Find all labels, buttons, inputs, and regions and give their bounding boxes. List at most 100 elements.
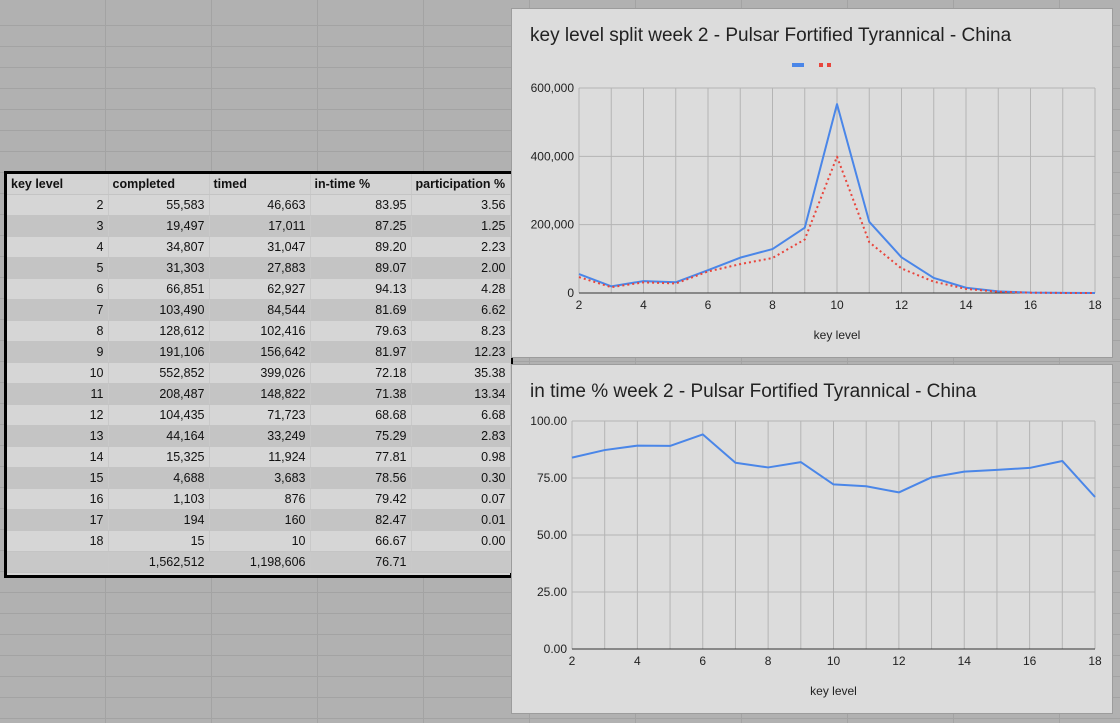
cell-in-time-pct[interactable]: 89.07 [310, 257, 412, 279]
header-timed[interactable]: timed [209, 174, 311, 195]
cell-in-time-pct[interactable]: 66.67 [310, 530, 412, 552]
cell-participation-pct[interactable]: 2.00 [411, 257, 511, 279]
cell-participation-pct[interactable]: 35.38 [411, 362, 511, 384]
cell-in-time-pct[interactable]: 87.25 [310, 215, 412, 237]
cell-in-time-pct[interactable]: 79.63 [310, 320, 412, 342]
cell-timed[interactable]: 71,723 [209, 404, 311, 426]
cell-key-level[interactable]: 2 [7, 194, 109, 216]
y-tick-label: 50.00 [537, 528, 567, 542]
total-cell-participation-pct[interactable] [411, 551, 511, 573]
cell-in-time-pct[interactable]: 68.68 [310, 404, 412, 426]
cell-key-level[interactable]: 3 [7, 215, 109, 237]
cell-key-level[interactable]: 9 [7, 341, 109, 363]
header-completed[interactable]: completed [108, 174, 210, 195]
cell-timed[interactable]: 46,663 [209, 194, 311, 216]
cell-completed[interactable]: 191,106 [108, 341, 210, 363]
cell-in-time-pct[interactable]: 89.20 [310, 236, 412, 258]
cell-participation-pct[interactable]: 2.83 [411, 425, 511, 447]
header-key-level[interactable]: key level [7, 174, 109, 195]
cell-timed[interactable]: 11,924 [209, 446, 311, 468]
cell-timed[interactable]: 84,544 [209, 299, 311, 321]
cell-in-time-pct[interactable]: 94.13 [310, 278, 412, 300]
cell-timed[interactable]: 31,047 [209, 236, 311, 258]
cell-completed[interactable]: 208,487 [108, 383, 210, 405]
header-in-time-pct[interactable]: in-time % [310, 174, 412, 195]
cell-completed[interactable]: 66,851 [108, 278, 210, 300]
cell-timed[interactable]: 160 [209, 509, 311, 531]
in-time-pct-chart[interactable]: in time % week 2 - Pulsar Fortified Tyra… [511, 364, 1113, 714]
cell-completed[interactable]: 34,807 [108, 236, 210, 258]
cell-key-level[interactable]: 6 [7, 278, 109, 300]
cell-completed[interactable]: 194 [108, 509, 210, 531]
cell-completed[interactable]: 15,325 [108, 446, 210, 468]
cell-in-time-pct[interactable]: 71.38 [310, 383, 412, 405]
cell-participation-pct[interactable]: 6.62 [411, 299, 511, 321]
cell-key-level[interactable]: 13 [7, 425, 109, 447]
cell-key-level[interactable]: 5 [7, 257, 109, 279]
cell-key-level[interactable]: 14 [7, 446, 109, 468]
cell-participation-pct[interactable]: 12.23 [411, 341, 511, 363]
total-cell-key-level[interactable] [7, 551, 109, 573]
cell-in-time-pct[interactable]: 81.97 [310, 341, 412, 363]
cell-in-time-pct[interactable]: 77.81 [310, 446, 412, 468]
cell-timed[interactable]: 17,011 [209, 215, 311, 237]
cell-completed[interactable]: 15 [108, 530, 210, 552]
cell-key-level[interactable]: 17 [7, 509, 109, 531]
cell-timed[interactable]: 27,883 [209, 257, 311, 279]
cell-key-level[interactable]: 12 [7, 404, 109, 426]
cell-timed[interactable]: 10 [209, 530, 311, 552]
cell-completed[interactable]: 31,303 [108, 257, 210, 279]
cell-participation-pct[interactable]: 2.23 [411, 236, 511, 258]
cell-participation-pct[interactable]: 0.01 [411, 509, 511, 531]
cell-participation-pct[interactable]: 1.25 [411, 215, 511, 237]
cell-in-time-pct[interactable]: 78.56 [310, 467, 412, 489]
cell-key-level[interactable]: 4 [7, 236, 109, 258]
cell-key-level[interactable]: 10 [7, 362, 109, 384]
cell-timed[interactable]: 156,642 [209, 341, 311, 363]
cell-key-level[interactable]: 15 [7, 467, 109, 489]
cell-timed[interactable]: 148,822 [209, 383, 311, 405]
cell-participation-pct[interactable]: 0.98 [411, 446, 511, 468]
cell-in-time-pct[interactable]: 79.42 [310, 488, 412, 510]
total-cell-completed[interactable]: 1,562,512 [108, 551, 210, 573]
cell-participation-pct[interactable]: 3.56 [411, 194, 511, 216]
cell-key-level[interactable]: 7 [7, 299, 109, 321]
cell-completed[interactable]: 552,852 [108, 362, 210, 384]
cell-timed[interactable]: 399,026 [209, 362, 311, 384]
header-participation-pct[interactable]: participation % [411, 174, 511, 195]
cell-completed[interactable]: 44,164 [108, 425, 210, 447]
cell-in-time-pct[interactable]: 83.95 [310, 194, 412, 216]
cell-key-level[interactable]: 16 [7, 488, 109, 510]
total-cell-timed[interactable]: 1,198,606 [209, 551, 311, 573]
cell-participation-pct[interactable]: 6.68 [411, 404, 511, 426]
cell-timed[interactable]: 62,927 [209, 278, 311, 300]
cell-key-level[interactable]: 11 [7, 383, 109, 405]
cell-participation-pct[interactable]: 13.34 [411, 383, 511, 405]
table-row: 13 44,164 33,249 75.29 2.83 [7, 425, 511, 447]
total-cell-in-time-pct[interactable]: 76.71 [310, 551, 412, 573]
cell-timed[interactable]: 102,416 [209, 320, 311, 342]
cell-participation-pct[interactable]: 0.30 [411, 467, 511, 489]
key-level-split-chart[interactable]: key level split week 2 - Pulsar Fortifie… [511, 8, 1113, 358]
cell-in-time-pct[interactable]: 81.69 [310, 299, 412, 321]
cell-participation-pct[interactable]: 4.28 [411, 278, 511, 300]
cell-completed[interactable]: 55,583 [108, 194, 210, 216]
cell-completed[interactable]: 104,435 [108, 404, 210, 426]
cell-completed[interactable]: 128,612 [108, 320, 210, 342]
cell-in-time-pct[interactable]: 75.29 [310, 425, 412, 447]
y-tick-label: 200,000 [531, 218, 575, 232]
cell-in-time-pct[interactable]: 82.47 [310, 509, 412, 531]
cell-completed[interactable]: 1,103 [108, 488, 210, 510]
cell-completed[interactable]: 103,490 [108, 299, 210, 321]
cell-key-level[interactable]: 18 [7, 530, 109, 552]
cell-participation-pct[interactable]: 0.00 [411, 530, 511, 552]
cell-timed[interactable]: 3,683 [209, 467, 311, 489]
cell-completed[interactable]: 19,497 [108, 215, 210, 237]
cell-timed[interactable]: 876 [209, 488, 311, 510]
cell-participation-pct[interactable]: 0.07 [411, 488, 511, 510]
cell-in-time-pct[interactable]: 72.18 [310, 362, 412, 384]
cell-timed[interactable]: 33,249 [209, 425, 311, 447]
cell-participation-pct[interactable]: 8.23 [411, 320, 511, 342]
cell-key-level[interactable]: 8 [7, 320, 109, 342]
cell-completed[interactable]: 4,688 [108, 467, 210, 489]
